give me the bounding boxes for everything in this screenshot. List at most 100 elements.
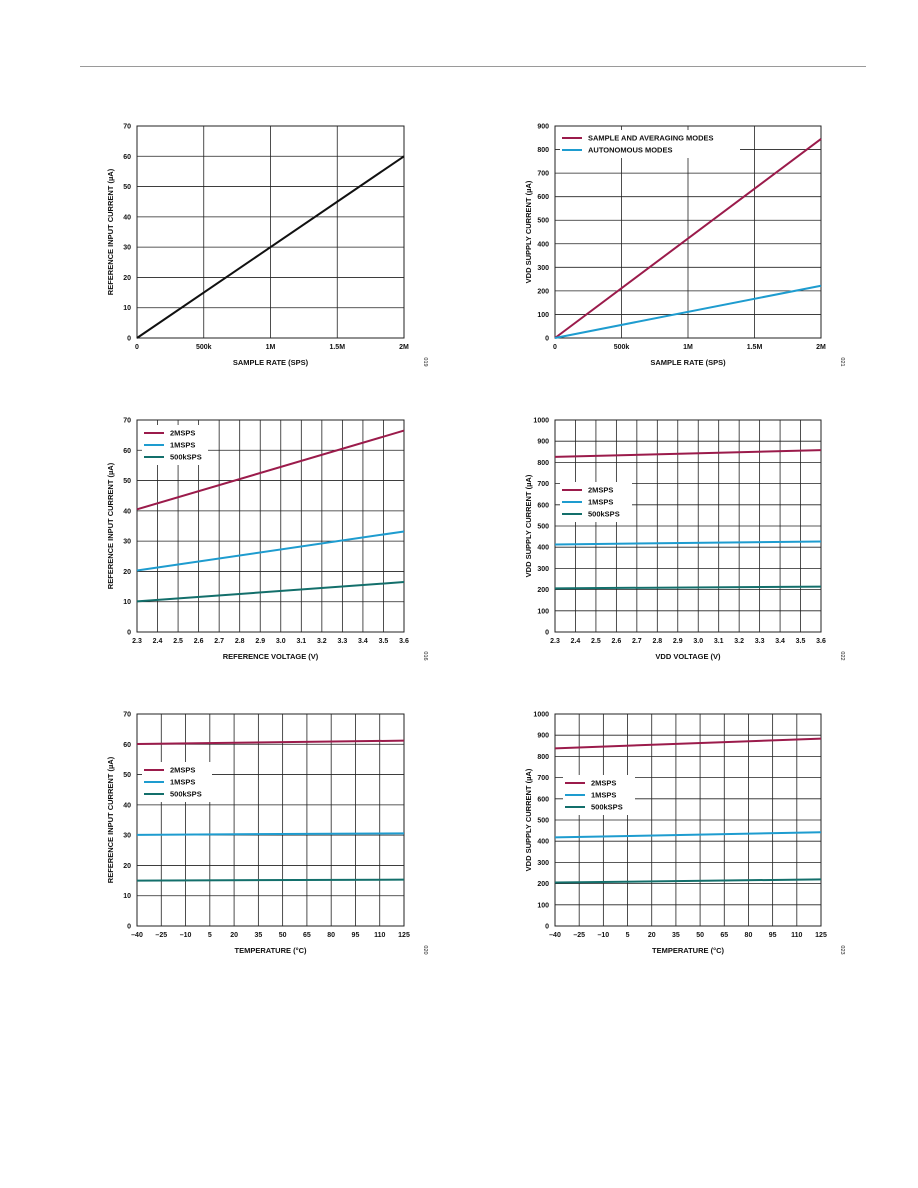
x-tick-label: 2M	[399, 344, 409, 351]
x-tick-label: –25	[155, 932, 167, 939]
legend-label: 500kSPS	[591, 803, 623, 812]
y-tick-label: 50	[123, 184, 131, 191]
x-tick-label: 0	[553, 344, 557, 351]
x-axis-label: TEMPERATURE (°C)	[234, 946, 307, 955]
x-tick-label: 2.8	[235, 638, 245, 645]
y-tick-label: 70	[123, 712, 131, 719]
figure-number: 019	[422, 357, 428, 366]
x-tick-label: 500k	[614, 344, 630, 351]
x-tick-label: 2M	[816, 344, 826, 351]
x-tick-label: 3.0	[693, 638, 703, 645]
x-axis-label: REFERENCE VOLTAGE (V)	[223, 652, 319, 661]
x-tick-label: 95	[352, 932, 360, 939]
x-tick-label: 2.3	[132, 638, 142, 645]
x-tick-label: 20	[230, 932, 238, 939]
legend-label: 2MSPS	[588, 486, 613, 495]
y-tick-label: 200	[537, 587, 549, 594]
y-tick-label: 600	[537, 502, 549, 509]
y-tick-label: 500	[537, 818, 549, 825]
x-tick-label: 3.4	[775, 638, 785, 645]
series-line	[554, 284, 822, 339]
y-tick-label: 500	[537, 524, 549, 531]
x-tick-label: 20	[648, 932, 656, 939]
series-line	[136, 581, 405, 603]
legend-label: 500kSPS	[588, 510, 620, 519]
y-tick-label: 10	[123, 305, 131, 312]
figure-number: 021	[839, 357, 845, 366]
x-axis-label: SAMPLE RATE (SPS)	[650, 358, 726, 367]
y-tick-label: 1000	[533, 712, 549, 719]
plot-frame	[136, 713, 405, 927]
series-line	[136, 832, 405, 836]
y-tick-label: 600	[537, 796, 549, 803]
y-tick-label: 300	[537, 566, 549, 573]
x-tick-label: 80	[745, 932, 753, 939]
y-tick-label: 400	[537, 839, 549, 846]
plot-frame	[554, 125, 822, 339]
y-tick-label: 0	[127, 336, 131, 343]
y-tick-label: 600	[537, 194, 549, 201]
y-tick-label: 10	[123, 893, 131, 900]
x-tick-label: 35	[254, 932, 262, 939]
x-tick-label: 2.6	[612, 638, 622, 645]
y-tick-label: 30	[123, 539, 131, 546]
y-axis-label: REFERENCE INPUT CURRENT (µA)	[106, 756, 115, 883]
y-tick-label: 20	[123, 863, 131, 870]
y-tick-label: 50	[123, 772, 131, 779]
y-tick-label: 20	[123, 275, 131, 282]
x-tick-label: 50	[279, 932, 287, 939]
legend-label: 1MSPS	[588, 498, 613, 507]
legend-label: 2MSPS	[170, 429, 195, 438]
x-tick-label: 50	[696, 932, 704, 939]
y-tick-label: 800	[537, 147, 549, 154]
y-tick-label: 400	[537, 241, 549, 248]
x-tick-label: 35	[672, 932, 680, 939]
y-tick-label: 200	[537, 881, 549, 888]
x-tick-label: 110	[791, 932, 802, 939]
y-tick-label: 60	[123, 742, 131, 749]
x-tick-label: 1M	[683, 344, 693, 351]
x-tick-label: 0	[135, 344, 139, 351]
y-tick-label: 900	[537, 439, 549, 446]
x-tick-label: –40	[549, 932, 561, 939]
y-tick-label: 0	[127, 630, 131, 637]
plot-frame	[136, 125, 405, 339]
x-tick-label: 80	[327, 932, 335, 939]
x-tick-label: 2.7	[214, 638, 224, 645]
x-tick-label: 3.1	[296, 638, 306, 645]
series-line	[554, 449, 822, 458]
y-tick-label: 900	[537, 124, 549, 131]
y-tick-label: 20	[123, 569, 131, 576]
x-tick-label: 125	[815, 932, 827, 939]
y-axis-label: VDD SUPPLY CURRENT (µA)	[524, 180, 533, 283]
x-tick-label: 2.6	[194, 638, 204, 645]
series-line	[136, 739, 405, 745]
legend-label: 1MSPS	[170, 778, 195, 787]
y-tick-label: 30	[123, 833, 131, 840]
series-line	[554, 540, 822, 546]
y-tick-label: 200	[537, 288, 549, 295]
y-tick-label: 800	[537, 754, 549, 761]
x-tick-label: 2.4	[571, 638, 581, 645]
y-tick-label: 700	[537, 171, 549, 178]
y-tick-label: 10	[123, 599, 131, 606]
y-tick-label: 70	[123, 124, 131, 131]
x-tick-label: 2.9	[673, 638, 683, 645]
y-tick-label: 0	[127, 924, 131, 931]
y-axis-label: VDD SUPPLY CURRENT (µA)	[524, 474, 533, 577]
x-tick-label: 95	[769, 932, 777, 939]
series-line	[554, 585, 822, 590]
series-line	[554, 878, 822, 884]
y-tick-label: 300	[537, 265, 549, 272]
legend-label: SAMPLE AND AVERAGING MODES	[588, 134, 714, 143]
y-tick-label: 300	[537, 860, 549, 867]
x-tick-label: 3.1	[714, 638, 724, 645]
series-line	[136, 878, 405, 882]
y-tick-label: 400	[537, 545, 549, 552]
x-tick-label: 2.4	[153, 638, 163, 645]
y-tick-label: 70	[123, 418, 131, 425]
y-tick-label: 700	[537, 481, 549, 488]
